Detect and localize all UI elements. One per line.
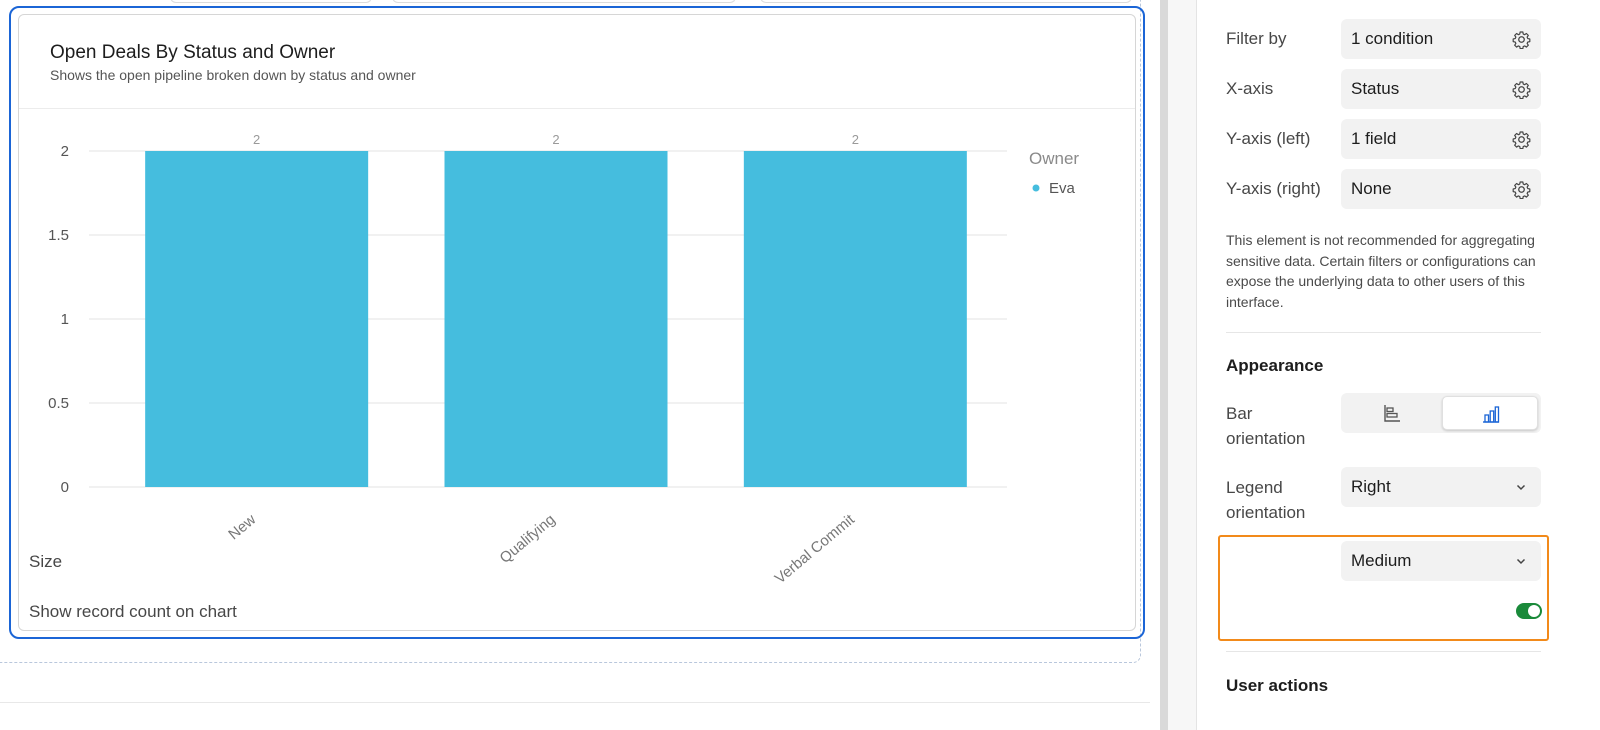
y-tick-label: 1 [61,311,69,328]
legend-orientation-label-line1: Legend [1226,478,1283,497]
x-tick-label: Verbal Commit [772,511,859,588]
y-axis-left-label: Y-axis (left) [1226,129,1311,148]
gear-icon[interactable] [1512,130,1531,149]
filter-by-field[interactable]: 1 condition [1341,19,1541,59]
y-tick-label: 2 [61,143,69,160]
bar-orientation-label-line1: Bar [1226,404,1253,423]
y-axis-left-value: 1 field [1351,129,1397,148]
bar[interactable] [145,151,369,487]
horizontal-bar-icon [1384,405,1400,422]
x-tick-label: Qualifying [497,511,559,567]
bar[interactable] [743,151,967,487]
panel-gutter [1168,0,1197,730]
chart-subtitle: Shows the open pipeline broken down by s… [50,67,416,83]
data-label: 2 [852,132,859,147]
y-axis-right-value: None [1351,179,1392,198]
size-value: Medium [1351,551,1412,570]
bar-chart[interactable]: 0 0.5 1 1.5 2 2 New 2 Qualifying 2 Verbal Commit Ow… [19,15,1137,632]
x-axis-value: Status [1351,79,1400,98]
record-count-toggle[interactable] [1516,603,1542,619]
gear-icon[interactable] [1512,180,1531,199]
data-label: 2 [552,132,559,147]
chart-card[interactable]: Open Deals By Status and Owner Shows the… [18,14,1136,631]
record-count-label: Show record count on chart [29,602,237,621]
user-actions-heading: User actions [1226,676,1329,695]
chart-title: Open Deals By Status and Owner [50,42,336,63]
legend-title: Owner [1029,149,1079,168]
page-section-outline [0,0,1141,663]
section-divider [1226,651,1541,652]
legend-orientation-select[interactable]: Right [1341,467,1541,507]
x-axis-label: X-axis [1226,79,1274,98]
chevron-down-icon [1516,558,1526,565]
sensitive-data-warning: This element is not recommended for aggr… [1226,232,1536,310]
bar[interactable] [444,151,668,487]
vertical-bars-option[interactable] [1442,396,1538,430]
y-tick-label: 0.5 [48,395,69,412]
divider [0,702,1150,703]
y-tick-label: 0 [61,479,69,496]
legend-orientation-label-line2: orientation [1226,503,1306,522]
section-divider [1226,332,1541,333]
top-element-stubs [0,0,1158,4]
vertical-bar-icon [1483,406,1500,423]
y-tick-label: 1.5 [48,227,69,244]
selected-element-outline[interactable] [9,6,1145,639]
filter-by-label: Filter by [1226,29,1287,48]
highlight-annotation [1218,535,1549,641]
y-axis-right-field[interactable]: None [1341,169,1541,209]
x-axis-field[interactable]: Status [1341,69,1541,109]
chart-header: Open Deals By Status and Owner Shows the… [19,15,1135,109]
data-label: 2 [253,132,260,147]
size-select[interactable]: Medium [1341,541,1541,581]
legend-orientation-label: Legend orientation [1226,475,1305,525]
y-axis-left-field[interactable]: 1 field [1341,119,1541,159]
bar-orientation-toggle[interactable] [1341,393,1541,433]
interface-canvas: Open Deals By Status and Owner Shows the… [0,0,1158,703]
filter-by-value: 1 condition [1351,29,1434,48]
chevron-down-icon [1516,484,1526,491]
bar-orientation-label: Bar orientation [1226,401,1305,451]
y-axis-right-label: Y-axis (right) [1226,179,1321,198]
legend-item: Eva [1049,180,1076,197]
appearance-heading: Appearance [1226,356,1324,375]
legend-swatch [1032,184,1040,192]
panel-resize-handle[interactable] [1160,0,1168,730]
bar-orientation-label-line2: orientation [1226,429,1306,448]
gear-icon[interactable] [1512,80,1531,99]
x-tick-label: New [225,511,259,543]
gear-icon[interactable] [1512,30,1531,49]
size-label: Size [29,552,63,571]
horizontal-bars-option[interactable] [1344,396,1440,430]
toggle-knob [1528,605,1540,617]
legend-orientation-value: Right [1351,477,1391,496]
